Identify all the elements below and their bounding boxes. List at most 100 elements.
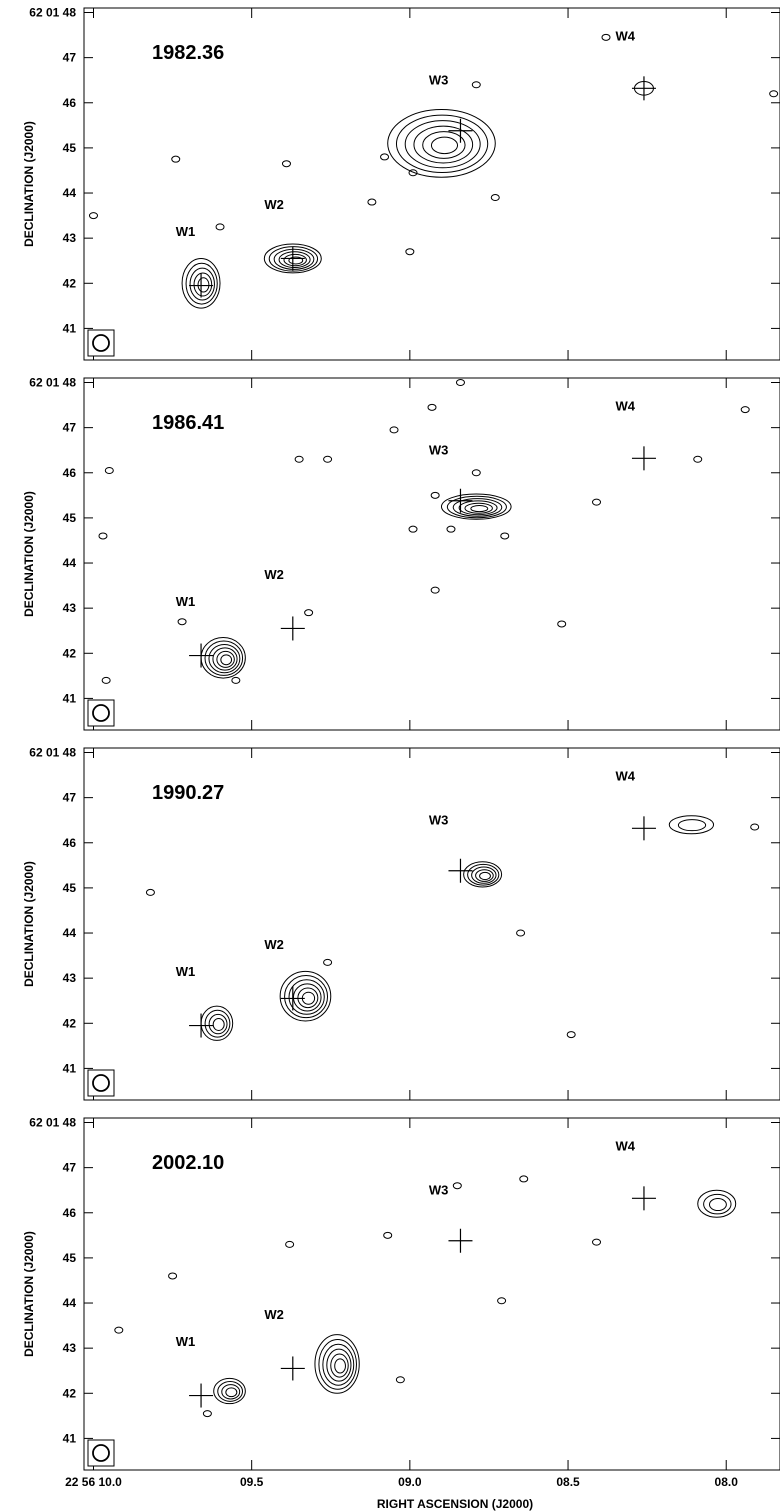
contour-W3 xyxy=(471,866,497,884)
contour-W3 xyxy=(430,136,459,155)
contour-W3 xyxy=(479,871,491,881)
y-tick-label: 42 xyxy=(63,646,77,660)
noise-contour xyxy=(285,1240,295,1248)
noise-contour xyxy=(592,498,602,506)
x-tick-label: 08.0 xyxy=(715,1475,739,1489)
source-label-W2: W2 xyxy=(264,1307,284,1322)
contour-W2 xyxy=(292,983,322,1012)
noise-contour xyxy=(231,676,241,684)
contour-W1 xyxy=(212,1018,225,1031)
noise-contour xyxy=(408,525,418,533)
noise-contour xyxy=(395,1376,405,1384)
y-tick-label: 43 xyxy=(63,601,77,615)
panel-2002.10: 41 42 43 44 45 46 47 62 01 48 DECLINATION (J2000… xyxy=(22,1116,780,1471)
y-tick-label: 62 01 48 xyxy=(29,6,76,20)
source-label-W3: W3 xyxy=(429,813,449,828)
source-label-W2: W2 xyxy=(264,197,284,212)
source-label-W4: W4 xyxy=(615,768,635,783)
beam-ellipse xyxy=(92,704,110,722)
panel-frame xyxy=(83,1117,780,1471)
source-label-W4: W4 xyxy=(615,28,635,43)
noise-contour xyxy=(177,618,187,626)
contour-W2 xyxy=(334,1358,346,1374)
y-tick-label: 43 xyxy=(63,231,77,245)
contour-W4 xyxy=(677,819,707,832)
contour-W3 xyxy=(446,495,507,519)
y-tick-label: 47 xyxy=(63,1161,77,1175)
noise-contour xyxy=(323,958,333,966)
contour-W1 xyxy=(200,1005,234,1041)
x-axis-title: RIGHT ASCENSION (J2000) xyxy=(377,1497,533,1511)
noise-contour xyxy=(202,1410,212,1418)
contour-W1 xyxy=(204,1009,231,1038)
source-label-W3: W3 xyxy=(429,443,449,458)
noise-contour xyxy=(430,491,440,499)
y-tick-label: 41 xyxy=(63,321,77,335)
contour-W1 xyxy=(193,272,213,297)
contour-W2 xyxy=(279,970,332,1022)
y-axis-title: DECLINATION (J2000) xyxy=(22,861,36,987)
y-tick-label: 45 xyxy=(63,511,77,525)
noise-contour xyxy=(281,160,291,168)
source-label-W4: W4 xyxy=(615,398,635,413)
contour-W1 xyxy=(208,643,241,674)
contour-W1 xyxy=(213,1377,246,1405)
contour-W1 xyxy=(204,640,244,676)
contour-W3 xyxy=(440,493,512,520)
y-tick-label: 42 xyxy=(63,276,77,290)
source-label-W1: W1 xyxy=(176,224,196,239)
noise-contour xyxy=(88,212,98,220)
contour-W3 xyxy=(458,500,498,516)
y-tick-label: 45 xyxy=(63,1251,77,1265)
contour-W1 xyxy=(189,267,215,301)
y-tick-label: 46 xyxy=(63,836,77,850)
noise-contour xyxy=(471,469,481,477)
y-tick-label: 41 xyxy=(63,1431,77,1445)
y-tick-label: 46 xyxy=(63,1206,77,1220)
noise-contour xyxy=(101,676,111,684)
panel-1990.27: 41 42 43 44 45 46 47 62 01 48 DECLINATION (J2000… xyxy=(22,746,780,1101)
noise-contour xyxy=(500,532,510,540)
source-label-W2: W2 xyxy=(264,567,284,582)
y-tick-label: 47 xyxy=(63,421,77,435)
noise-contour xyxy=(750,823,760,831)
noise-contour xyxy=(693,455,703,463)
y-tick-label: 62 01 48 xyxy=(29,1116,76,1130)
contour-W3 xyxy=(422,131,466,159)
epoch-label: 2002.10 xyxy=(152,1152,224,1174)
beam-box xyxy=(87,1069,115,1097)
contour-W2 xyxy=(288,256,304,265)
noise-contour xyxy=(145,888,155,896)
y-tick-label: 42 xyxy=(63,1386,77,1400)
contour-W2 xyxy=(297,987,319,1009)
source-label-W1: W1 xyxy=(176,964,196,979)
panel-1982.36: 41 42 43 44 45 46 47 62 01 48 DECLINATION (J2000… xyxy=(22,6,780,361)
noise-contour xyxy=(557,620,567,628)
contour-W3 xyxy=(464,502,493,514)
contour-W3 xyxy=(404,120,481,169)
contour-W2 xyxy=(314,1334,360,1394)
panel-frame xyxy=(83,377,780,731)
noise-contour xyxy=(304,609,314,617)
noise-contour xyxy=(601,33,611,41)
noise-contour xyxy=(769,90,779,98)
y-tick-label: 46 xyxy=(63,466,77,480)
panel-frame xyxy=(83,747,780,1101)
noise-contour xyxy=(430,586,440,594)
contour-W1 xyxy=(181,257,221,309)
contour-W2 xyxy=(278,251,311,269)
y-tick-label: 44 xyxy=(63,556,77,570)
noise-contour xyxy=(323,455,333,463)
contour-W3 xyxy=(452,498,503,517)
x-tick-label: 09.5 xyxy=(240,1475,264,1489)
contour-W2 xyxy=(268,246,319,272)
noise-contour xyxy=(367,198,377,206)
y-tick-label: 43 xyxy=(63,971,77,985)
beam-box xyxy=(87,329,115,357)
contour-W1 xyxy=(212,647,238,671)
y-axis-title: DECLINATION (J2000) xyxy=(22,491,36,617)
source-label-W1: W1 xyxy=(176,594,196,609)
noise-contour xyxy=(516,929,526,937)
contour-W3 xyxy=(395,114,489,174)
